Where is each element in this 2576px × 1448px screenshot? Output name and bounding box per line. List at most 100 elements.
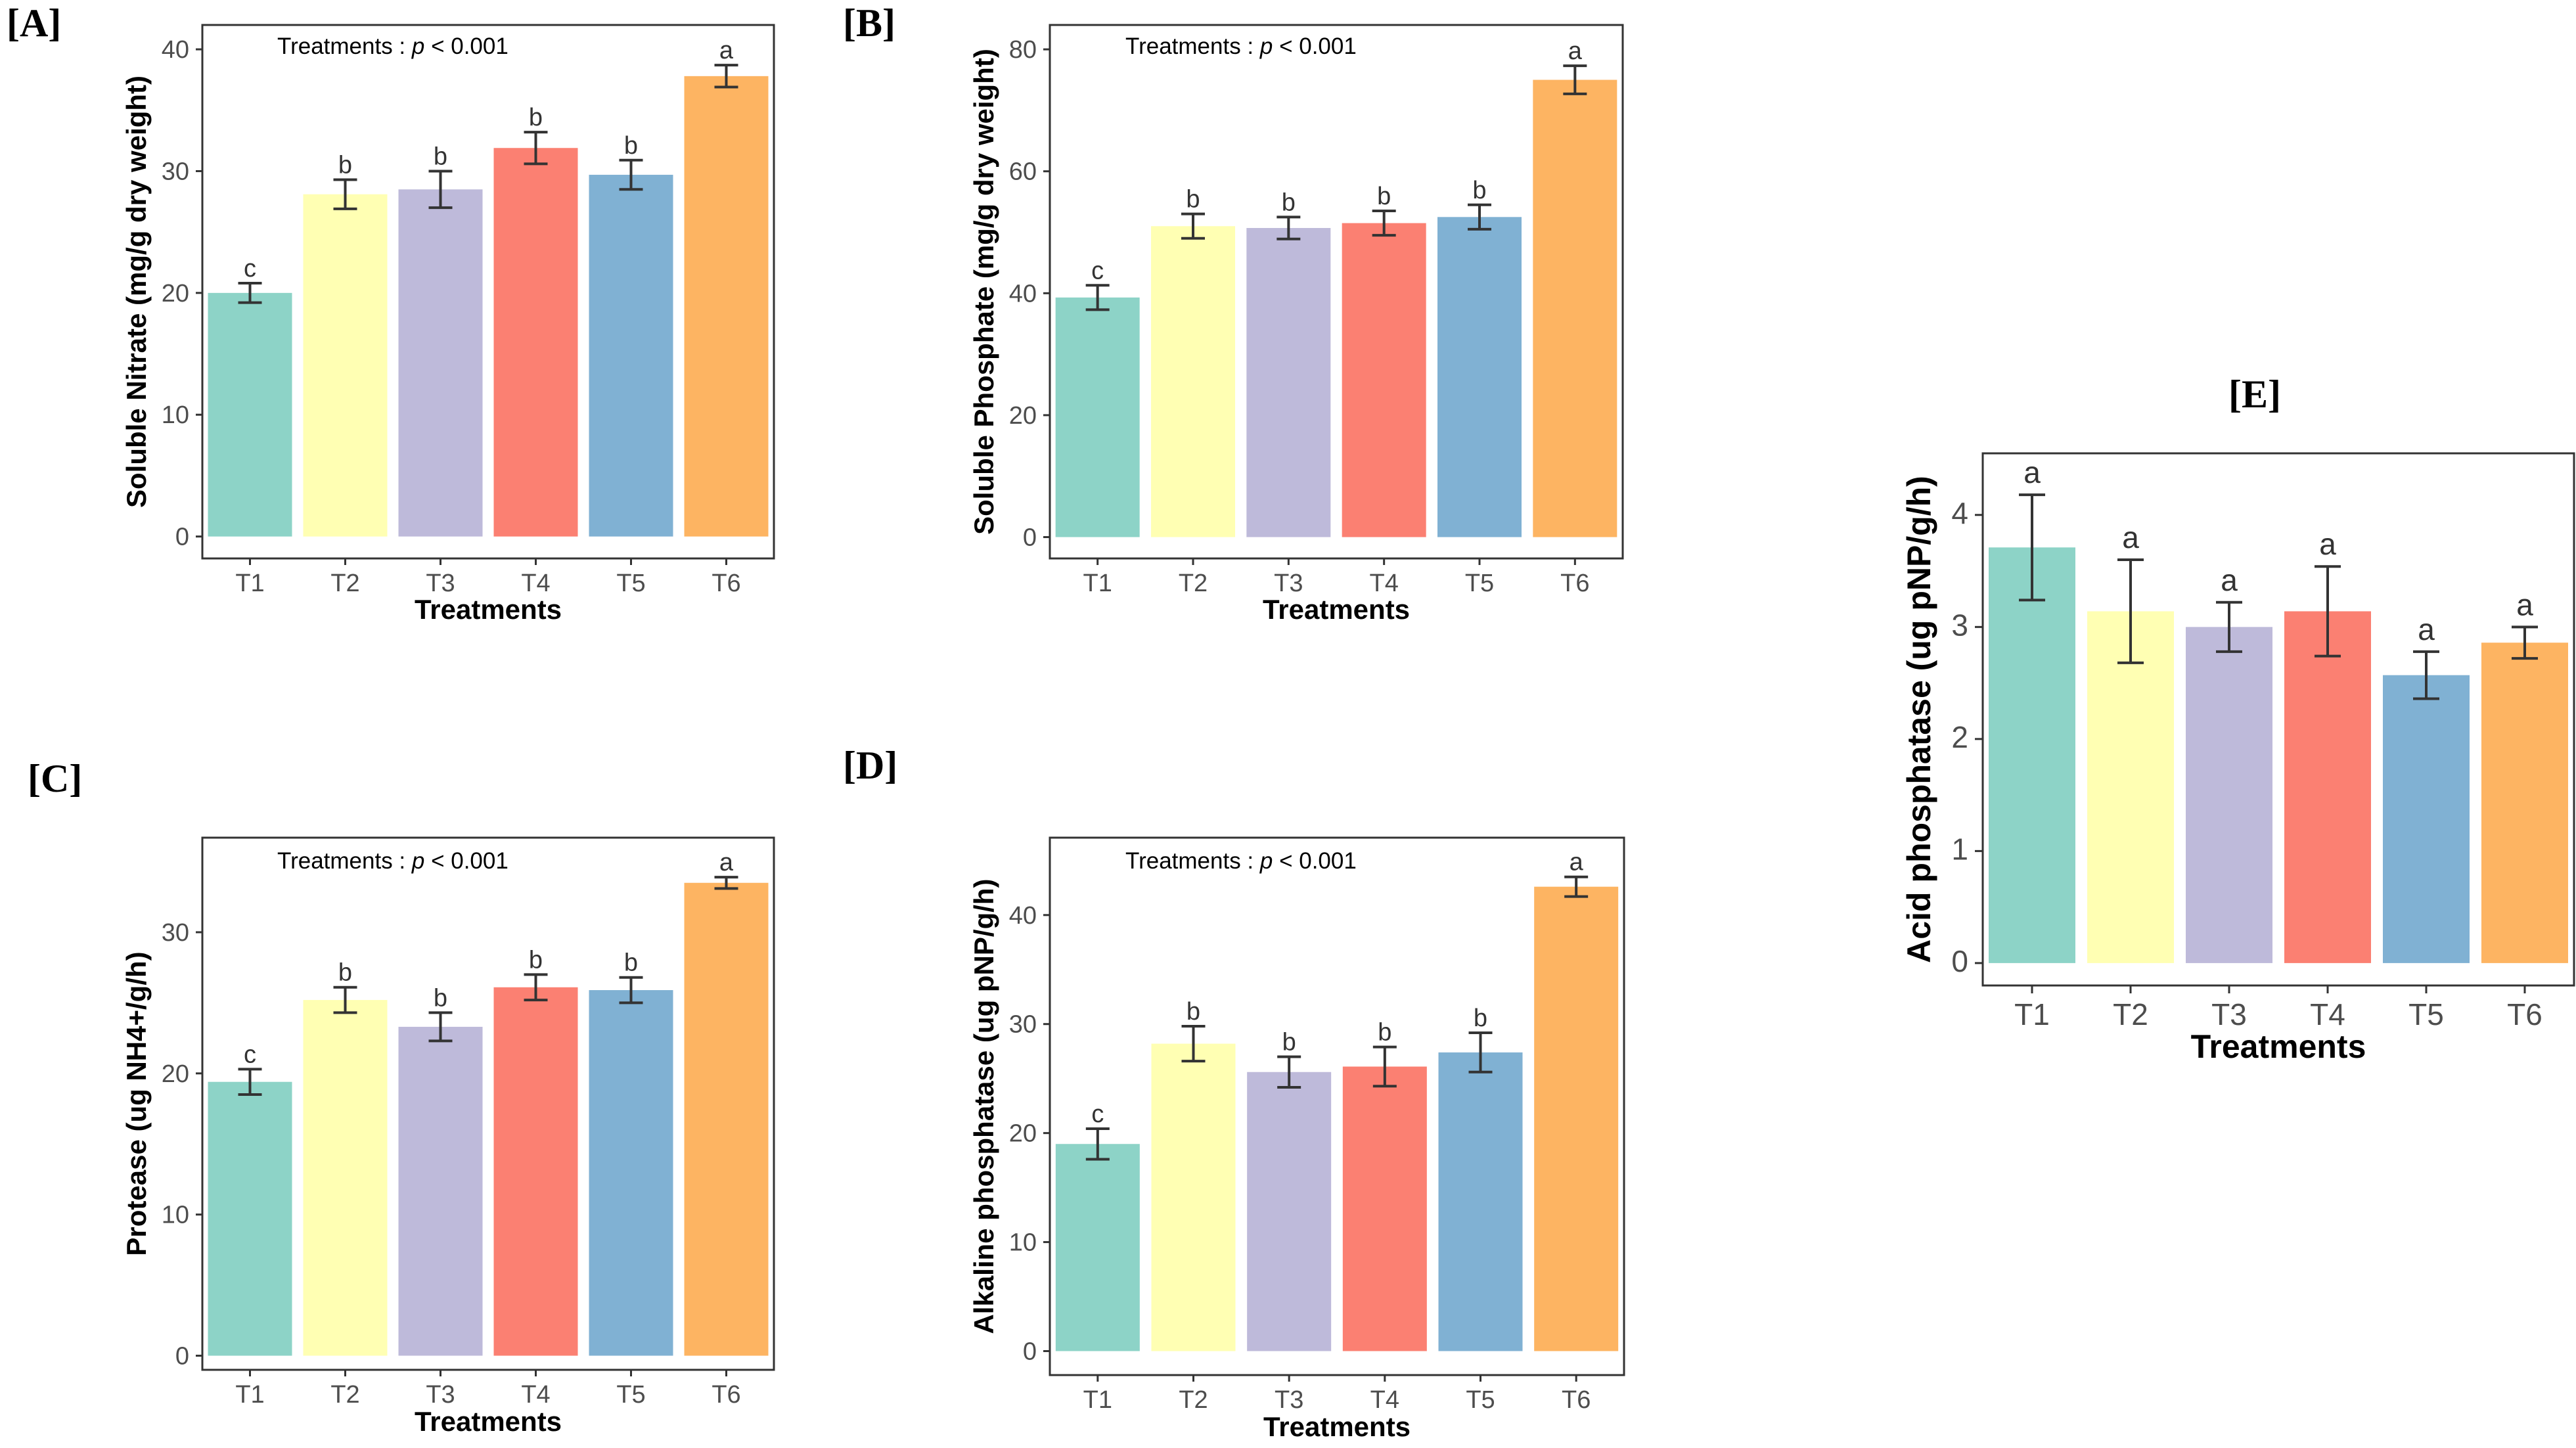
bar-t5 [589, 175, 673, 537]
panel-d: [D] Treatments : p < 0.001 Treatments Al… [843, 744, 1625, 1442]
x-tick-label: T5 [1466, 1386, 1495, 1414]
x-tick-label: T5 [2408, 997, 2444, 1031]
y-axis-title: Protease (ug NH4+/g/h) [121, 951, 152, 1256]
bar-t1 [1055, 297, 1140, 537]
significance-letter: b [529, 946, 543, 974]
x-axis-title: Treatments [415, 1406, 562, 1437]
y-tick-label: 10 [162, 1202, 189, 1229]
y-tick-label: 80 [1009, 36, 1037, 64]
annotation: Treatments : p < 0.001 [1125, 34, 1357, 59]
y-tick-label: 20 [1009, 402, 1037, 430]
significance-letter: a [2122, 520, 2139, 554]
y-tick-label: 30 [1009, 1011, 1037, 1039]
y-axis-title: Alkaline phosphatase (ug pNP/g/h) [968, 878, 999, 1334]
significance-letter: a [2023, 455, 2041, 489]
y-tick-label: 0 [1023, 524, 1037, 552]
bar-t6 [684, 882, 769, 1356]
significance-letter: b [1474, 1005, 1487, 1032]
x-tick-label: T6 [712, 1381, 740, 1409]
x-tick-label: T2 [1179, 1386, 1208, 1414]
x-tick-label: T1 [235, 570, 264, 597]
bar-t2 [2087, 611, 2174, 963]
y-tick-label: 10 [1009, 1229, 1037, 1257]
panel-label: [A] [7, 1, 61, 45]
x-tick-label: T1 [2014, 997, 2050, 1031]
significance-letter: a [2418, 612, 2435, 646]
y-axis-title: Acid phosphatase (ug pNP/g/h) [1901, 476, 1937, 963]
bar-t6 [1533, 79, 1617, 537]
y-tick-label: 40 [162, 36, 189, 64]
x-tick-label: T4 [1370, 1386, 1399, 1414]
x-tick-label: T2 [330, 1381, 359, 1409]
x-tick-label: T5 [616, 1381, 645, 1409]
annotation: Treatments : p < 0.001 [277, 848, 508, 874]
y-tick-label: 30 [162, 919, 189, 947]
annotation: Treatments : p < 0.001 [1125, 848, 1357, 874]
y-tick-label: 0 [175, 1343, 189, 1370]
y-tick-label: 60 [1009, 158, 1037, 186]
bar-t1 [1055, 1144, 1140, 1351]
y-tick-label: 10 [162, 401, 189, 429]
panel-label: [D] [843, 744, 897, 787]
panel-label: [B] [843, 1, 895, 45]
significance-letter: a [719, 849, 734, 876]
x-tick-label: T6 [2507, 997, 2542, 1031]
x-axis-title: Treatments [415, 594, 562, 625]
x-tick-label: T6 [712, 570, 740, 597]
y-tick-label: 20 [1009, 1120, 1037, 1148]
bar-t2 [1151, 226, 1235, 537]
bar-t4 [493, 148, 578, 537]
panel-b: [B] Treatments : p < 0.001 Treatments So… [843, 1, 1624, 625]
x-tick-label: T2 [2113, 997, 2148, 1031]
y-tick-label: 20 [162, 280, 189, 307]
x-axis-title: Treatments [2191, 1028, 2366, 1065]
bar-t5 [1438, 1052, 1523, 1351]
significance-letter: b [1186, 186, 1200, 214]
x-tick-label: T4 [521, 570, 550, 597]
panel-a: [A] Treatments : p < 0.001 Treatments So… [7, 1, 775, 625]
plot-frame [201, 24, 775, 560]
x-tick-label: T3 [2211, 997, 2247, 1031]
annotation: Treatments : p < 0.001 [277, 34, 508, 59]
y-axis-title: Soluble Phosphate (mg/g dry weight) [968, 49, 999, 535]
bar-t6 [684, 76, 769, 537]
y-tick-label: 40 [1009, 902, 1037, 930]
y-tick-label: 2 [1951, 720, 1968, 754]
x-axis-title: Treatments [1263, 594, 1410, 625]
bar-t2 [1151, 1043, 1236, 1351]
bar-t3 [1246, 228, 1331, 537]
bar-t2 [303, 1000, 388, 1356]
y-axis-title: Soluble Nitrate (mg/g dry weight) [121, 76, 152, 508]
significance-letter: b [624, 949, 638, 977]
y-tick-label: 4 [1951, 496, 1968, 530]
significance-letter: a [2319, 527, 2336, 561]
significance-letter: a [1568, 37, 1583, 65]
x-tick-label: T1 [1083, 570, 1112, 597]
y-tick-label: 1 [1951, 832, 1968, 866]
significance-letter: a [719, 37, 734, 64]
bar-t3 [2186, 627, 2272, 963]
x-tick-label: T5 [616, 570, 645, 597]
significance-letter: a [2221, 563, 2238, 597]
y-tick-label: 3 [1951, 608, 1968, 642]
significance-letter: c [244, 1041, 256, 1068]
bar-t1 [208, 1081, 292, 1356]
significance-letter: b [529, 104, 543, 131]
x-axis-title: Treatments [1263, 1411, 1411, 1442]
significance-letter: b [434, 143, 447, 170]
bar-t4 [1342, 223, 1426, 537]
bar-t1 [1989, 547, 2075, 963]
significance-letter: a [1570, 849, 1584, 876]
significance-letter: b [1472, 177, 1486, 204]
bar-t3 [398, 1026, 483, 1356]
panel-c: [C] Treatments : p < 0.001 Treatments Pr… [28, 757, 775, 1437]
bar-t4 [1342, 1066, 1427, 1351]
significance-letter: b [1282, 189, 1296, 216]
y-tick-label: 0 [175, 524, 189, 551]
x-tick-label: T3 [1275, 1386, 1303, 1414]
x-tick-label: T4 [521, 1381, 550, 1409]
significance-letter: c [1091, 1100, 1104, 1128]
significance-letter: a [2516, 587, 2533, 622]
significance-letter: b [1282, 1029, 1296, 1056]
